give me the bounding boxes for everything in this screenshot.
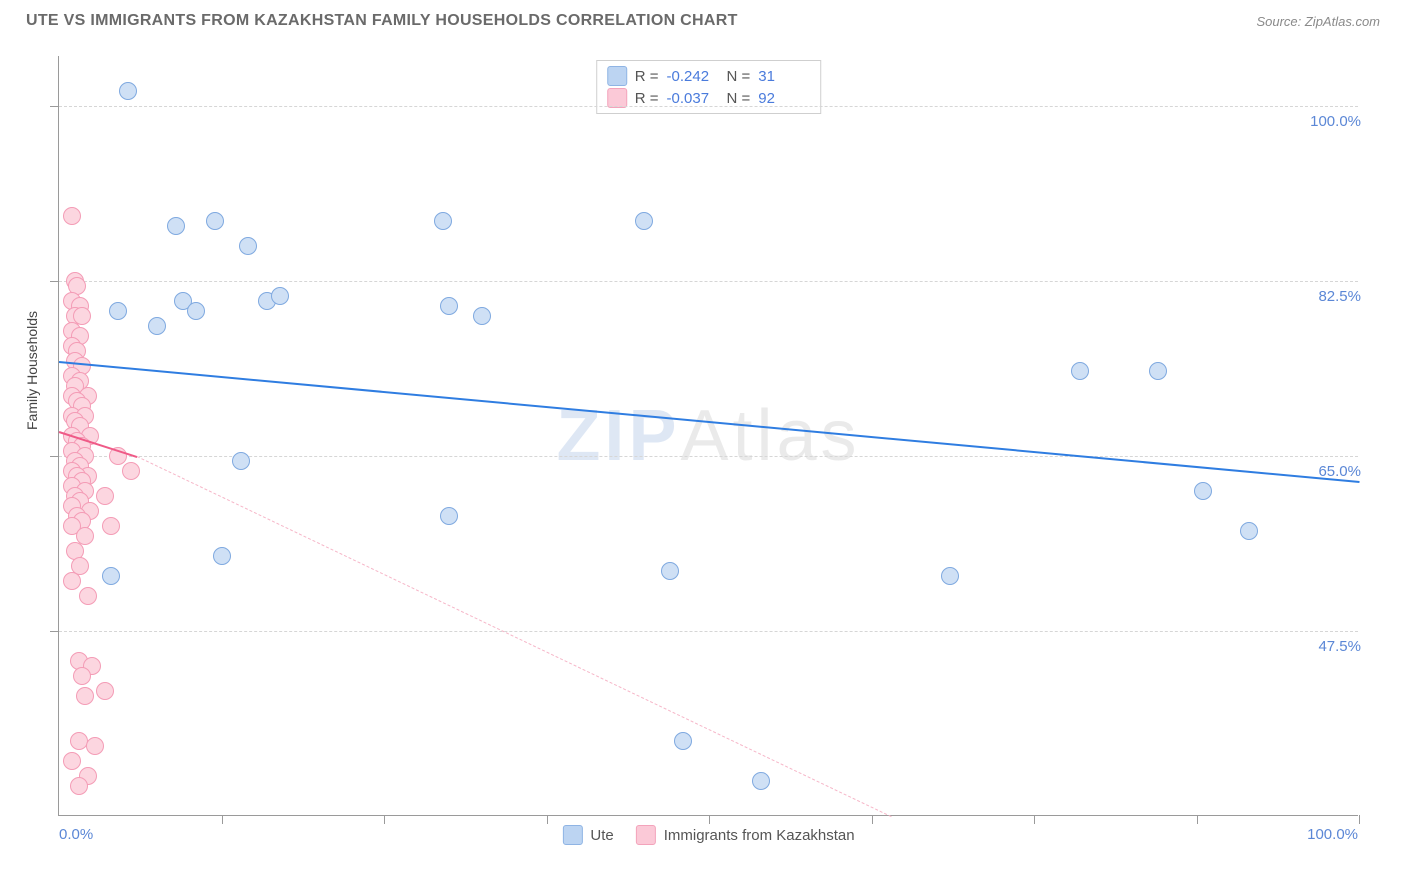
x-axis-max-label: 100.0%: [1307, 826, 1358, 843]
data-point: [96, 682, 114, 700]
data-point: [271, 287, 289, 305]
chart-header: UTE VS IMMIGRANTS FROM KAZAKHSTAN FAMILY…: [0, 0, 1406, 38]
data-point: [440, 297, 458, 315]
data-point: [63, 752, 81, 770]
x-tick: [872, 815, 873, 824]
data-point: [213, 547, 231, 565]
y-axis-title: Family Households: [24, 311, 40, 430]
n-label: N =: [727, 90, 751, 107]
x-tick: [1197, 815, 1198, 824]
data-point: [109, 302, 127, 320]
scatter-chart: ZIPAtlas R = -0.242 N = 31 R = -0.037 N …: [58, 56, 1358, 816]
legend-item-kaz: Immigrants from Kazakhstan: [636, 825, 855, 845]
data-point: [79, 587, 97, 605]
y-tick: [50, 456, 59, 457]
stats-row-ute: R = -0.242 N = 31: [607, 65, 811, 87]
y-tick: [50, 106, 59, 107]
x-axis-min-label: 0.0%: [59, 826, 93, 843]
chart-source: Source: ZipAtlas.com: [1256, 14, 1380, 29]
x-tick: [384, 815, 385, 824]
y-tick-label: 82.5%: [1316, 288, 1363, 305]
n-value-ute: 31: [758, 68, 810, 85]
gridline: 100.0%: [59, 106, 1358, 107]
r-label: R =: [635, 90, 659, 107]
r-value-kaz: -0.037: [667, 90, 719, 107]
data-point: [96, 487, 114, 505]
trend-line: [59, 361, 1359, 483]
x-tick: [1359, 815, 1360, 824]
data-point: [102, 517, 120, 535]
data-point: [73, 667, 91, 685]
data-point: [1240, 522, 1258, 540]
series-legend: Ute Immigrants from Kazakhstan: [562, 825, 854, 845]
data-point: [148, 317, 166, 335]
data-point: [674, 732, 692, 750]
legend-label-kaz: Immigrants from Kazakhstan: [664, 827, 855, 844]
data-point: [1194, 482, 1212, 500]
data-point: [232, 452, 250, 470]
n-label: N =: [727, 68, 751, 85]
data-point: [63, 207, 81, 225]
x-tick: [222, 815, 223, 824]
data-point: [206, 212, 224, 230]
data-point: [63, 572, 81, 590]
data-point: [102, 567, 120, 585]
y-tick: [50, 281, 59, 282]
swatch-ute: [607, 66, 627, 86]
data-point: [661, 562, 679, 580]
n-value-kaz: 92: [758, 90, 810, 107]
y-tick-label: 47.5%: [1316, 638, 1363, 655]
trend-line: [137, 456, 891, 817]
gridline: 82.5%: [59, 281, 1358, 282]
data-point: [1071, 362, 1089, 380]
x-tick: [709, 815, 710, 824]
legend-item-ute: Ute: [562, 825, 613, 845]
data-point: [119, 82, 137, 100]
legend-label-ute: Ute: [590, 827, 613, 844]
data-point: [434, 212, 452, 230]
data-point: [167, 217, 185, 235]
data-point: [752, 772, 770, 790]
data-point: [187, 302, 205, 320]
y-tick-label: 100.0%: [1308, 113, 1363, 130]
legend-swatch-kaz: [636, 825, 656, 845]
y-tick: [50, 631, 59, 632]
x-tick: [547, 815, 548, 824]
swatch-kaz: [607, 88, 627, 108]
r-label: R =: [635, 68, 659, 85]
watermark: ZIPAtlas: [556, 395, 860, 477]
data-point: [239, 237, 257, 255]
x-tick: [1034, 815, 1035, 824]
chart-title: UTE VS IMMIGRANTS FROM KAZAKHSTAN FAMILY…: [26, 12, 738, 30]
data-point: [70, 732, 88, 750]
data-point: [1149, 362, 1167, 380]
legend-swatch-ute: [562, 825, 582, 845]
data-point: [440, 507, 458, 525]
data-point: [941, 567, 959, 585]
r-value-ute: -0.242: [667, 68, 719, 85]
data-point: [76, 687, 94, 705]
data-point: [635, 212, 653, 230]
data-point: [122, 462, 140, 480]
data-point: [70, 777, 88, 795]
gridline: 65.0%: [59, 456, 1358, 457]
gridline: 47.5%: [59, 631, 1358, 632]
data-point: [86, 737, 104, 755]
data-point: [473, 307, 491, 325]
